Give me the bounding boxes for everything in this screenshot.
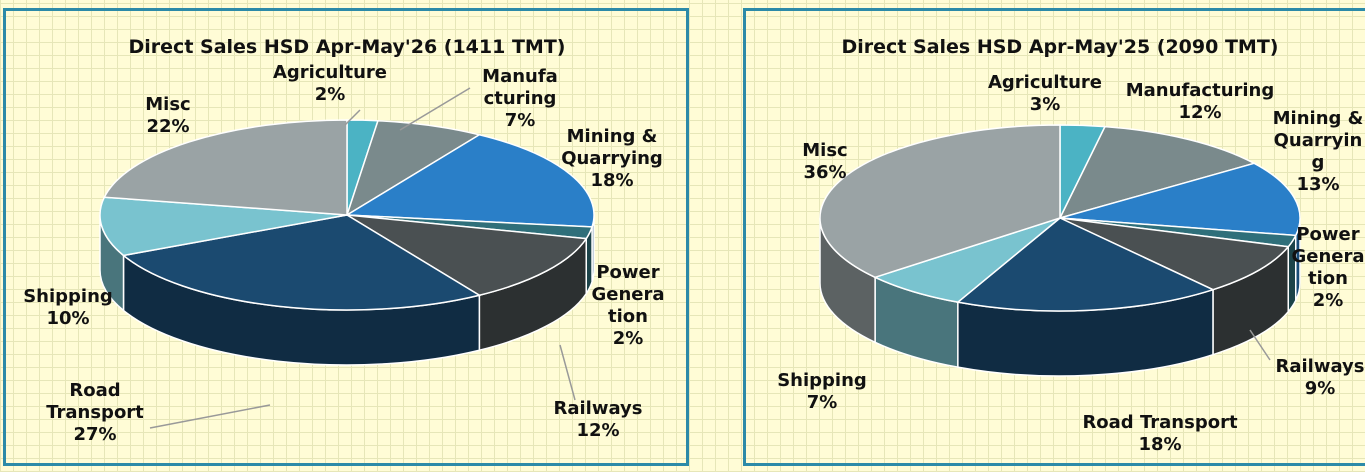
data-label: Power Generation 2% [1288,224,1365,312]
value-label: 2% [1312,290,1344,311]
value-label: 10% [46,308,90,329]
data-label: Shipping 7% [762,370,882,414]
pie-slice [99,196,348,257]
pie-slice [956,217,1216,312]
data-label: Road Transport 27% [40,380,150,446]
pie-slice [344,133,595,228]
category-label: Mining & Quarrying [561,126,663,169]
value-label: 13% [1296,174,1340,195]
value-label: 7% [806,392,838,413]
category-label: Power Generation [591,262,665,327]
category-label: Manufacturing [1125,80,1275,101]
value-label: 7% [504,110,536,131]
category-label: Misc [145,94,191,115]
pie-slice [1059,217,1290,291]
data-label: Manufacturing 7% [480,66,560,132]
data-label: Agriculture 2% [265,62,395,106]
category-label: Shipping [777,370,867,391]
value-label: 36% [803,162,847,183]
data-label: Misc 36% [785,140,865,184]
value-label: 27% [73,424,117,445]
leader-line [344,109,361,126]
data-label: Misc 22% [128,94,208,138]
panel [3,8,689,466]
data-label: Road Transport 18% [1060,412,1260,456]
category-label: Power Generation [1291,224,1365,289]
value-label: 9% [1304,378,1336,399]
pie-slice [1059,162,1301,237]
leader-line [149,404,271,429]
data-label: Manufacturing 12% [1115,80,1285,124]
value-label: 3% [1029,94,1061,115]
value-label: 18% [590,170,634,191]
pie-slice [121,214,482,311]
category-label: Agriculture [987,72,1103,93]
pie-slice [345,119,482,217]
category-label: Railways [1275,356,1365,377]
pie-slice [819,124,1061,279]
leader-line [559,344,576,401]
category-label: Mining & Quarrying [1272,108,1364,173]
data-label: Agriculture 3% [980,72,1110,116]
category-label: Misc [802,140,848,161]
chart-title: Direct Sales HSD Apr-May'25 (2090 TMT) [841,36,1279,58]
pie-slice [346,214,588,297]
category-label: Shipping [23,286,113,307]
leader-line [1249,329,1271,361]
panel [743,8,1365,466]
data-label: Mining & Quarrying 18% [552,126,672,192]
category-label: Road Transport [1082,412,1238,433]
value-label: 2% [314,84,346,105]
value-label: 2% [612,328,644,349]
value-label: 22% [146,116,190,137]
category-label: Railways [553,398,643,419]
data-label: Power Generation 2% [588,262,668,350]
data-label: Railways 9% [1270,356,1365,400]
pie-slice [103,119,348,216]
category-label: Agriculture [272,62,388,83]
pie-slice [873,217,1061,303]
pie-slice [1058,125,1257,220]
value-label: 12% [1178,102,1222,123]
data-label: Shipping 10% [13,286,123,330]
leader-line [399,87,471,131]
value-label: 18% [1138,434,1182,455]
data-label: Mining & Quarrying 13% [1268,108,1365,196]
value-label: 12% [576,420,620,441]
category-label: Road Transport [46,380,144,423]
chart-title: Direct Sales HSD Apr-May'26 (1411 TMT) [128,36,566,58]
data-label: Railways 12% [543,398,653,442]
category-label: Manufacturing [482,66,558,109]
